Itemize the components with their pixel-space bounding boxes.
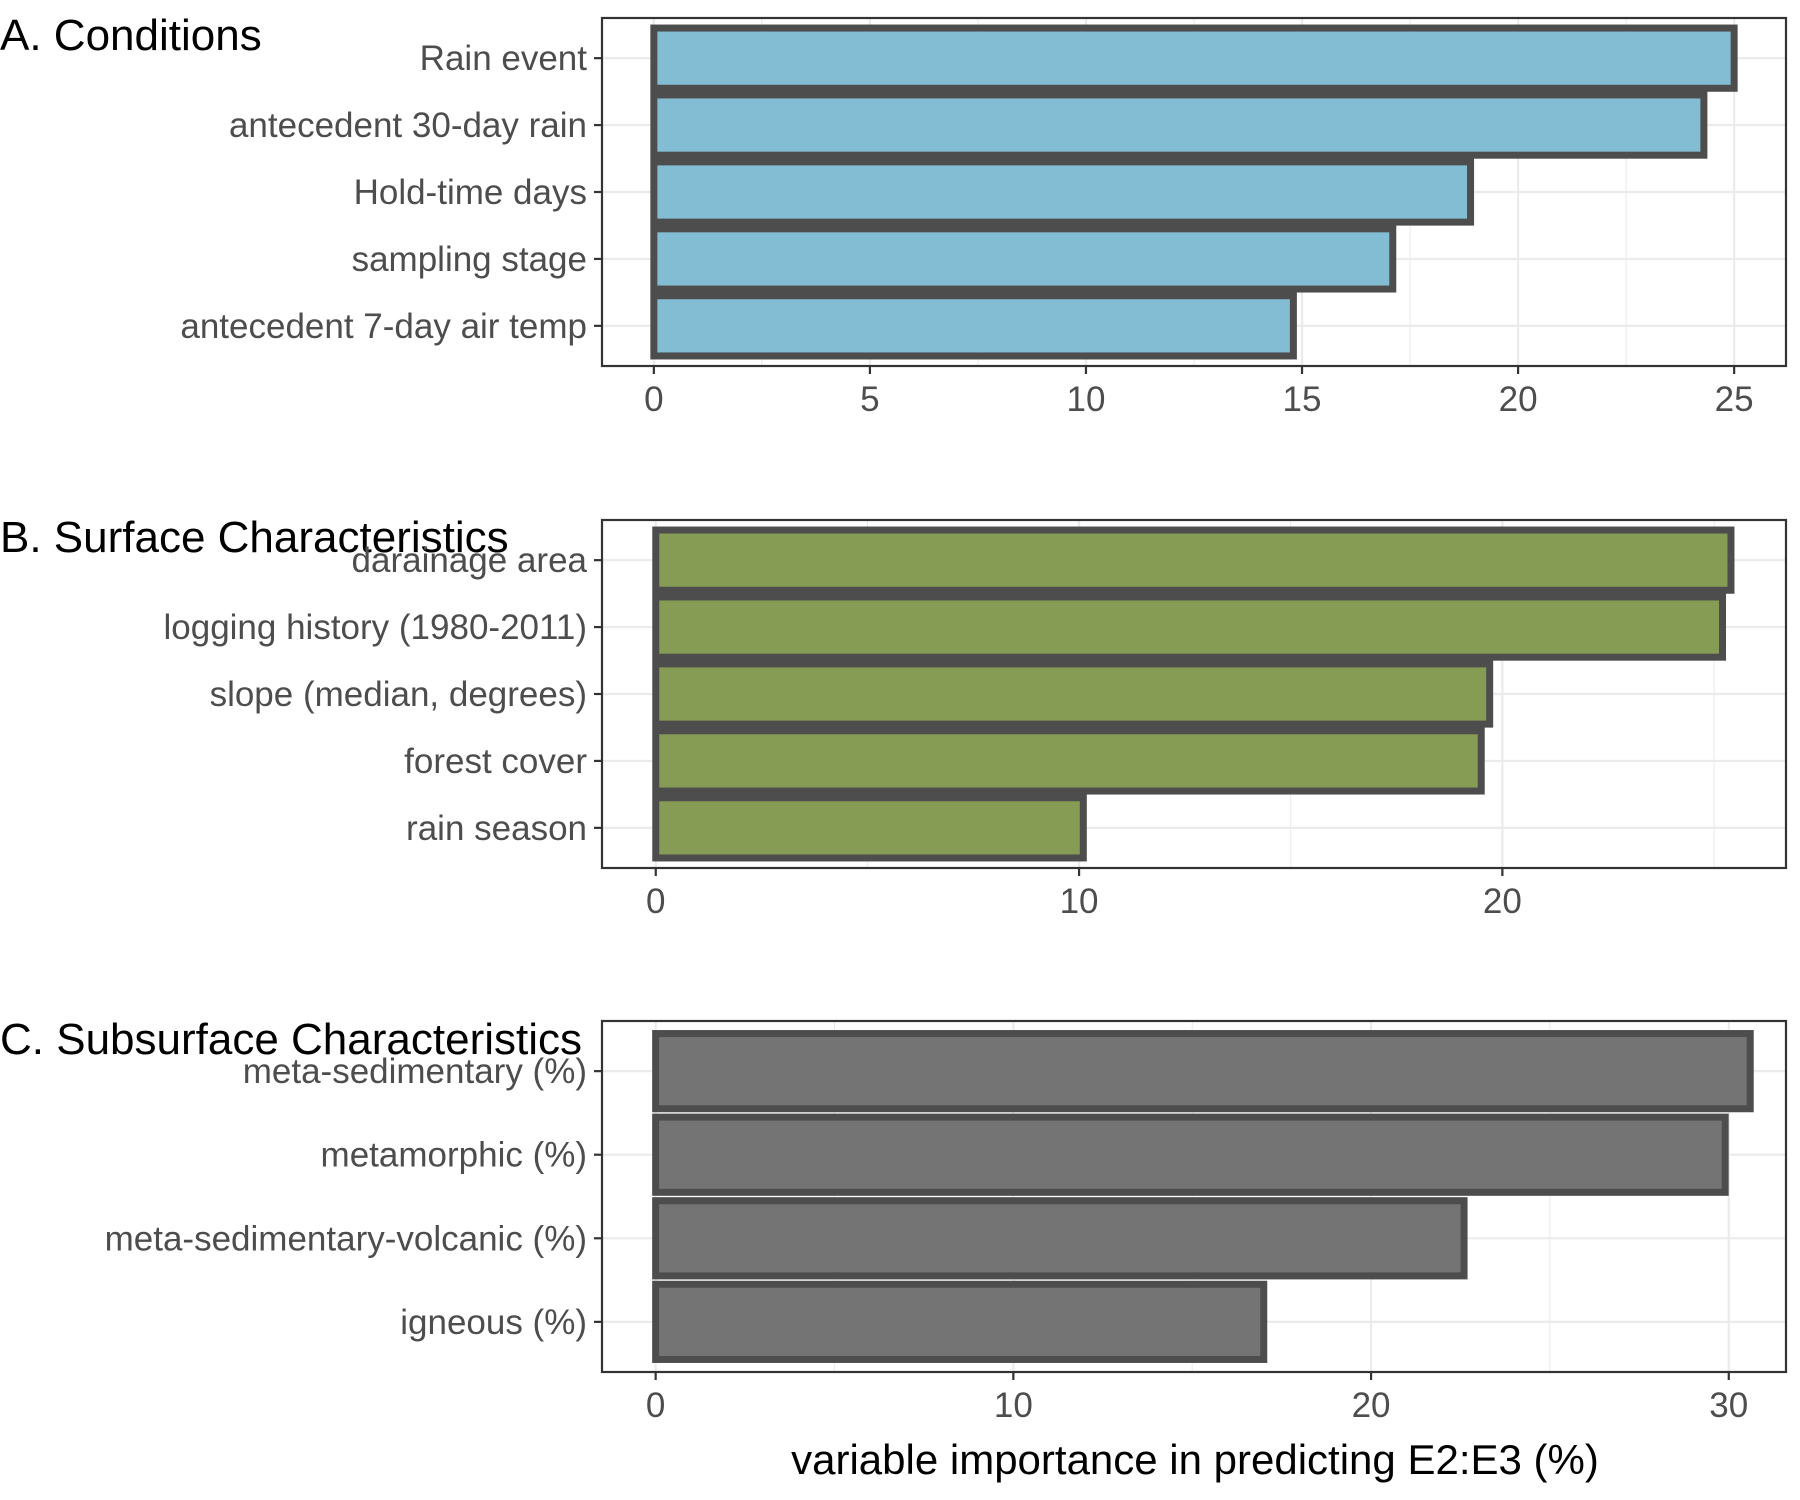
panel-c-x-tick-label-0: 0 [646, 1386, 665, 1425]
panel-c-x-tick-label-2: 20 [1352, 1386, 1391, 1425]
panel-c-x-tick-label-1: 10 [994, 1386, 1033, 1425]
panel-b-x-tick-label-0: 0 [646, 882, 665, 921]
panel-b-bar-1 [652, 593, 1727, 661]
panel-c-bar-1 [652, 1113, 1729, 1196]
panel-a-x-tick-label-5: 25 [1715, 380, 1754, 419]
panel-a-category-label-4: antecedent 7-day air temp [180, 307, 587, 346]
panel-a: A. Conditions Rain event antecedent 30-da… [0, 11, 1788, 419]
panel-c-bar-0 [652, 1030, 1754, 1113]
panel-b-title: B. Surface Characteristics [0, 513, 509, 562]
panel-a-x-tick-label-3: 15 [1283, 380, 1322, 419]
panel-c-border [600, 1019, 1788, 1374]
panel-b-plot: darainage area logging history (1980-2011… [163, 518, 1788, 921]
panel-b-bar-3 [652, 727, 1485, 795]
panel-b-bar-0 [652, 526, 1735, 594]
panel-c-title: C. Subsurface Characteristics [0, 1015, 582, 1064]
panel-c-bar-3 [652, 1280, 1268, 1363]
panel-b-x-tick-label-2: 20 [1483, 882, 1522, 921]
panel-c-category-label-3: igneous (%) [400, 1303, 587, 1342]
panel-c-plot: meta-sedimentary (%) metamorphic (%) meta-… [105, 1019, 1788, 1425]
panel-b-category-label-2: slope (median, degrees) [210, 675, 587, 714]
panel-b-category-label-1: logging history (1980-2011) [163, 608, 587, 647]
x-axis-title: variable importance in predicting E2:E3 … [791, 1436, 1599, 1483]
panel-a-category-label-0: Rain event [420, 39, 588, 78]
panel-a-title: A. Conditions [0, 11, 262, 60]
panel-c-category-label-1: metamorphic (%) [321, 1136, 587, 1175]
panel-c-category-label-0: meta-sedimentary (%) [243, 1052, 587, 1091]
panel-c-category-label-2: meta-sedimentary-volcanic (%) [105, 1219, 587, 1258]
panel-a-bar-3 [650, 225, 1397, 293]
panel-a-bar-0 [650, 24, 1738, 92]
panel-a-category-label-1: antecedent 30-day rain [229, 106, 587, 145]
panel-a-x-tick-label-2: 10 [1067, 380, 1106, 419]
panel-c: C. Subsurface Characteristics meta-sedim… [0, 1015, 1788, 1425]
panel-a-bar-2 [650, 158, 1475, 226]
panel-a-category-label-2: Hold-time days [354, 173, 587, 212]
panel-a-bar-4 [650, 292, 1297, 360]
panel-a-x-tick-label-0: 0 [644, 380, 663, 419]
panel-a-x-tick-label-1: 5 [860, 380, 879, 419]
panel-b-bar-4 [652, 794, 1087, 862]
panel-c-x-tick-label-3: 30 [1709, 1386, 1748, 1425]
panel-a-plot: Rain event antecedent 30-day rain Hold-tim… [180, 16, 1788, 419]
panel-b-category-label-3: forest cover [404, 742, 587, 781]
panel-a-bar-1 [650, 91, 1708, 159]
panel-b-x-tick-label-1: 10 [1060, 882, 1099, 921]
panel-b: B. Surface Characteristics darainage are… [0, 513, 1788, 921]
panel-c-bar-2 [652, 1197, 1468, 1280]
panel-b-category-label-0: darainage area [352, 541, 588, 580]
panel-b-bar-2 [652, 660, 1494, 728]
panel-a-x-tick-label-4: 20 [1499, 380, 1538, 419]
panel-b-category-label-4: rain season [406, 809, 587, 848]
panel-a-category-label-3: sampling stage [352, 240, 587, 279]
